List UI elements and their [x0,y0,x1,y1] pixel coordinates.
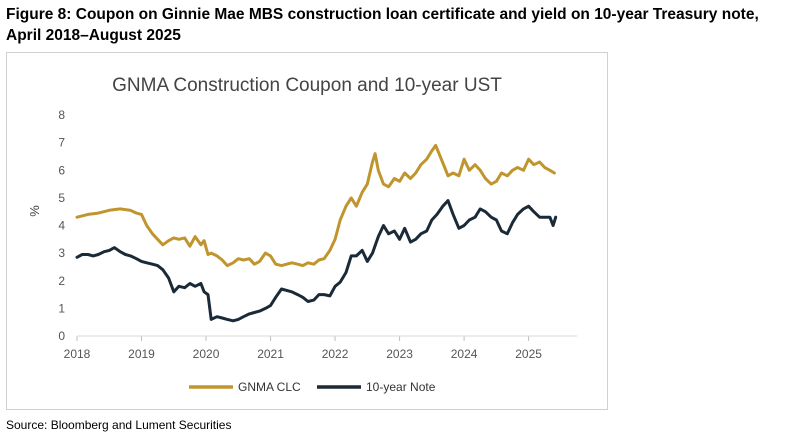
y-tick-label: 0 [58,329,65,343]
series-line-0 [75,143,556,268]
series-lines [75,143,558,323]
y-axis-ticks: 0 1 2 3 4 5 6 7 8 [58,108,65,343]
chart-title: GNMA Construction Coupon and 10-year UST [112,75,502,96]
x-tick-label: 2018 [64,347,91,361]
y-tick-label: 1 [58,301,65,315]
legend: GNMA CLC 10-year Note [189,380,436,394]
figure-caption: Figure 8: Coupon on Ginnie Mae MBS const… [6,6,759,44]
x-tick-label: 2020 [193,347,220,361]
y-tick-label: 6 [58,163,65,177]
legend-label: 10-year Note [366,380,436,394]
x-tick-label: 2025 [515,347,542,361]
y-tick-label: 4 [58,219,65,233]
source-note: Source: Bloomberg and Lument Securities [6,418,232,432]
x-tick-label: 2019 [128,347,155,361]
series-line-1 [75,199,558,323]
x-tick-label: 2023 [386,347,413,361]
y-tick-label: 2 [58,274,65,288]
chart-container: GNMA Construction Coupon and 10-year UST… [6,52,608,410]
y-tick-label: 3 [58,246,65,260]
y-tick-label: 8 [58,108,65,122]
y-axis-label: % [27,205,42,217]
x-tick-label: 2024 [451,347,478,361]
x-tick-label: 2022 [322,347,349,361]
legend-label: GNMA CLC [238,380,301,394]
x-axis-ticks: 2018 2019 2020 2021 2022 2023 2024 2025 [64,336,542,361]
line-chart: GNMA Construction Coupon and 10-year UST… [27,75,577,394]
x-tick-label: 2021 [257,347,284,361]
y-tick-label: 5 [58,191,65,205]
y-tick-label: 7 [58,136,65,150]
